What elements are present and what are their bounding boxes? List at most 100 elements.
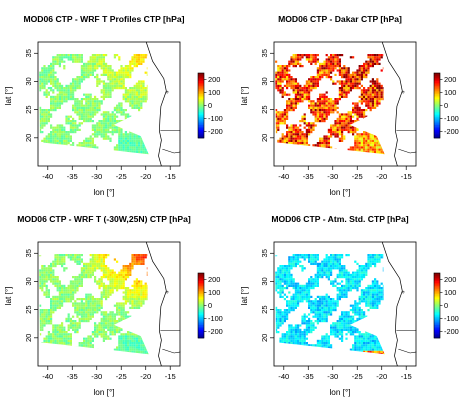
ctp-pixel <box>361 160 363 162</box>
ctp-pixel <box>374 133 377 136</box>
ctp-pixel <box>306 157 308 159</box>
ctp-pixel <box>349 126 352 129</box>
ctp-pixel <box>356 139 359 142</box>
ctp-pixel <box>321 71 324 74</box>
ctp-pixel <box>310 155 312 157</box>
ctp-pixel <box>369 139 372 142</box>
ctp-pixel <box>122 282 125 285</box>
ctp-pixel <box>43 269 46 272</box>
ctp-pixel <box>124 287 127 290</box>
ctp-pixel <box>113 350 116 353</box>
ctp-pixel <box>135 258 138 261</box>
ctp-pixel <box>279 91 282 94</box>
ctp-pixel <box>105 73 108 76</box>
ctp-pixel <box>369 62 372 65</box>
ctp-pixel <box>41 120 44 123</box>
ctp-pixel <box>47 91 50 94</box>
ctp-pixel <box>319 106 322 109</box>
ctp-pixel <box>85 306 88 309</box>
ctp-pixel <box>142 300 145 303</box>
ctp-pixel <box>41 360 43 362</box>
ctp-pixel <box>96 355 98 357</box>
ctp-pixel <box>376 102 379 105</box>
ctp-pixel <box>319 115 322 118</box>
colorbar-step <box>198 77 204 80</box>
ctp-pixel <box>80 309 83 312</box>
ctp-pixel <box>109 331 112 334</box>
ctp-pixel <box>146 267 149 270</box>
ctp-pixel <box>78 60 81 63</box>
ctp-pixel <box>122 295 125 298</box>
ctp-pixel <box>144 95 147 98</box>
ctp-pixel <box>100 113 103 116</box>
ctp-pixel <box>312 122 315 125</box>
ctp-pixel <box>343 124 346 127</box>
ctp-pixel <box>277 157 279 159</box>
ctp-pixel <box>308 98 311 101</box>
ctp-pixel <box>105 128 108 131</box>
ctp-pixel <box>136 162 138 164</box>
ctp-pixel <box>72 109 75 112</box>
ctp-pixel <box>338 117 341 120</box>
ctp-pixel <box>96 326 99 329</box>
ctp-pixel <box>89 315 92 318</box>
ctp-pixel <box>120 287 123 290</box>
ctp-pixel <box>63 287 66 290</box>
ctp-pixel <box>72 295 75 298</box>
ctp-pixel <box>120 106 123 109</box>
ctp-pixel <box>133 56 136 59</box>
ctp-pixel <box>105 93 108 96</box>
ctp-pixel <box>74 357 76 359</box>
ctp-pixel <box>43 67 46 70</box>
ctp-pixel <box>54 335 57 338</box>
ctp-pixel <box>286 71 289 74</box>
ctp-pixel <box>39 73 42 76</box>
ctp-pixel <box>321 142 324 145</box>
ctp-pixel <box>367 258 370 261</box>
ctp-pixel <box>144 311 147 314</box>
ctp-pixel <box>78 254 81 257</box>
ctp-pixel <box>39 131 42 134</box>
ctp-pixel <box>89 295 92 298</box>
ctp-pixel <box>281 113 284 116</box>
ctp-pixel <box>89 146 92 149</box>
ctp-pixel <box>39 315 42 318</box>
ctp-pixel <box>102 124 105 127</box>
ctp-pixel <box>286 106 289 109</box>
ctp-pixel <box>111 133 114 136</box>
ctp-pixel <box>83 350 86 353</box>
ctp-pixel <box>102 273 105 276</box>
ctp-pixel <box>107 267 110 270</box>
ctp-pixel <box>45 322 48 325</box>
ctp-pixel <box>330 111 333 114</box>
ctp-pixel <box>365 69 368 72</box>
ctp-pixel <box>100 133 103 136</box>
ctp-pixel <box>321 155 323 157</box>
ctp-pixel <box>330 62 333 65</box>
ctp-pixel <box>89 311 92 314</box>
ctp-pixel <box>65 98 68 101</box>
ctp-pixel <box>135 82 138 85</box>
ctp-pixel <box>87 102 90 105</box>
ctp-pixel <box>96 258 99 261</box>
ctp-pixel <box>87 293 90 296</box>
ctp-pixel <box>138 258 141 261</box>
ctp-pixel <box>61 142 64 145</box>
ctp-pixel <box>376 124 379 127</box>
ctp-pixel <box>80 106 83 109</box>
ctp-pixel <box>76 315 79 318</box>
ctp-pixel <box>138 109 141 112</box>
ctp-pixel <box>142 362 144 364</box>
ctp-pixel <box>341 84 344 87</box>
ctp-pixel <box>45 339 48 342</box>
ctp-pixel <box>321 62 324 65</box>
ctp-pixel <box>85 313 88 316</box>
ctp-pixel <box>380 56 383 59</box>
ctp-pixel <box>54 309 57 312</box>
ctp-pixel <box>129 100 132 103</box>
ctp-pixel <box>294 54 297 57</box>
ctp-pixel <box>135 146 138 149</box>
ctp-pixel <box>136 160 138 162</box>
ctp-pixel <box>317 157 319 159</box>
ctp-pixel <box>122 317 125 320</box>
